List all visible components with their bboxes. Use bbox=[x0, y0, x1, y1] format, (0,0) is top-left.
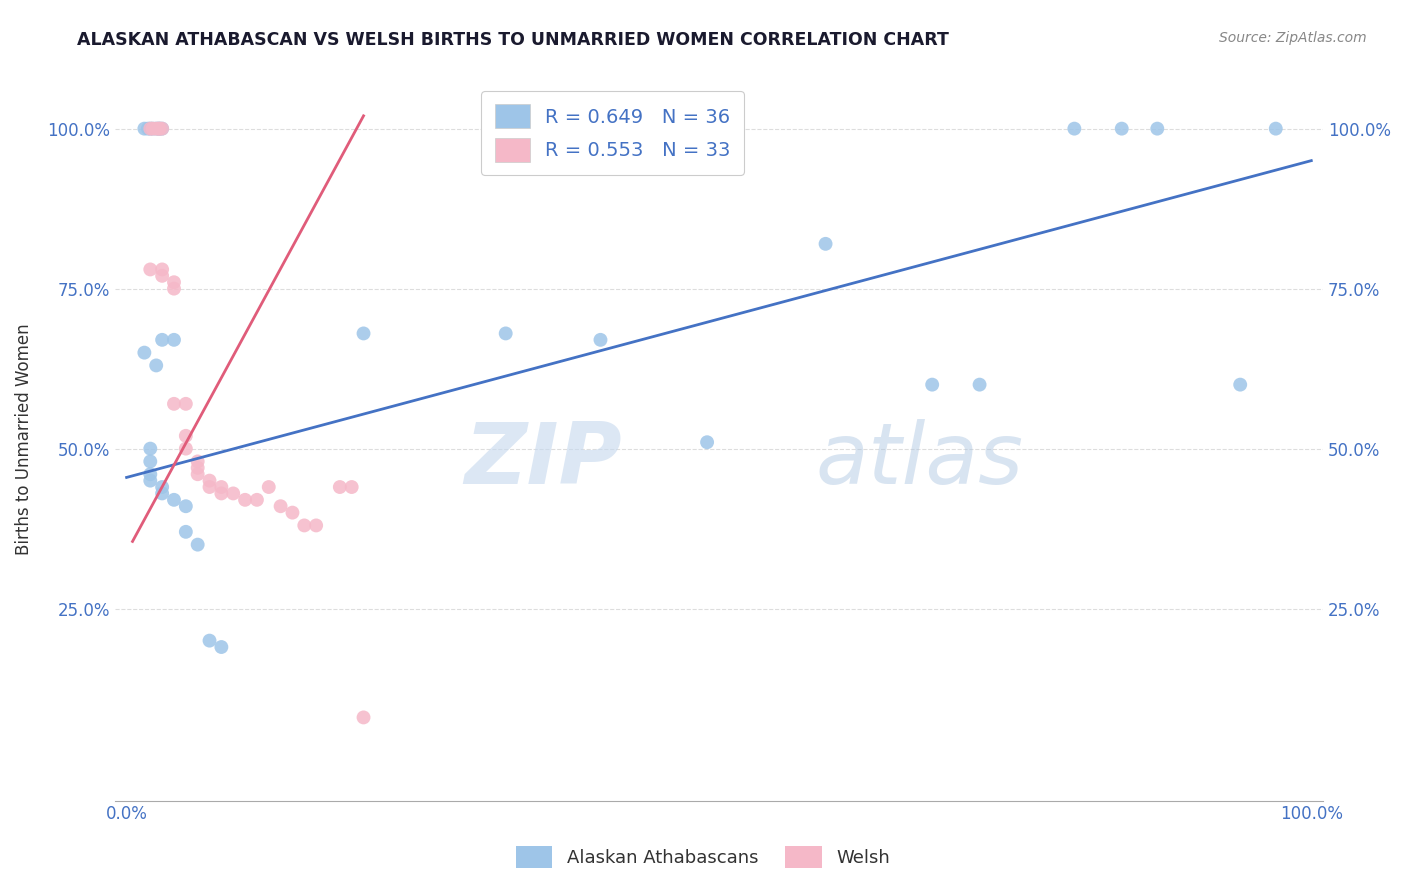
Text: ZIP: ZIP bbox=[464, 419, 623, 502]
Point bbox=[148, 121, 170, 136]
Point bbox=[150, 121, 173, 136]
Point bbox=[198, 474, 221, 488]
Point bbox=[1229, 377, 1251, 392]
Point bbox=[814, 236, 837, 251]
Point bbox=[142, 121, 165, 136]
Point bbox=[281, 506, 304, 520]
Point bbox=[139, 467, 162, 482]
Point bbox=[139, 454, 162, 468]
Point bbox=[163, 397, 186, 411]
Point bbox=[174, 442, 197, 456]
Point bbox=[198, 480, 221, 494]
Point bbox=[340, 480, 363, 494]
Point bbox=[187, 460, 209, 475]
Point bbox=[209, 640, 232, 654]
Point bbox=[1063, 121, 1085, 136]
Point bbox=[150, 262, 173, 277]
Point bbox=[495, 326, 517, 341]
Point bbox=[134, 345, 156, 359]
Point bbox=[174, 500, 197, 514]
Point bbox=[150, 333, 173, 347]
Point bbox=[353, 326, 375, 341]
Point bbox=[139, 121, 162, 136]
Point bbox=[163, 282, 186, 296]
Point bbox=[145, 121, 167, 136]
Point bbox=[969, 377, 991, 392]
Point bbox=[1264, 121, 1286, 136]
Text: atlas: atlas bbox=[815, 419, 1024, 502]
Point bbox=[150, 486, 173, 500]
Point bbox=[1111, 121, 1133, 136]
Point bbox=[209, 486, 232, 500]
Point bbox=[150, 268, 173, 283]
Point bbox=[921, 377, 943, 392]
Point bbox=[150, 480, 173, 494]
Point bbox=[150, 121, 173, 136]
Point bbox=[187, 538, 209, 552]
Y-axis label: Births to Unmarried Women: Births to Unmarried Women bbox=[15, 323, 32, 555]
Point bbox=[139, 474, 162, 488]
Point bbox=[187, 467, 209, 482]
Point bbox=[257, 480, 280, 494]
Point bbox=[174, 524, 197, 539]
Point bbox=[198, 633, 221, 648]
Point bbox=[222, 486, 245, 500]
Point bbox=[142, 121, 165, 136]
Point bbox=[589, 333, 612, 347]
Point bbox=[353, 710, 375, 724]
Point bbox=[148, 121, 170, 136]
Point bbox=[174, 397, 197, 411]
Point bbox=[145, 359, 167, 373]
Point bbox=[696, 435, 718, 450]
Legend: Alaskan Athabascans, Welsh: Alaskan Athabascans, Welsh bbox=[505, 835, 901, 879]
Point bbox=[163, 333, 186, 347]
Point bbox=[305, 518, 328, 533]
Point bbox=[149, 121, 172, 136]
Point bbox=[139, 262, 162, 277]
Point bbox=[246, 492, 269, 507]
Text: Source: ZipAtlas.com: Source: ZipAtlas.com bbox=[1219, 31, 1367, 45]
Point bbox=[329, 480, 352, 494]
Point bbox=[174, 429, 197, 443]
Point bbox=[1146, 121, 1168, 136]
Point bbox=[163, 492, 186, 507]
Point bbox=[187, 454, 209, 468]
Point bbox=[209, 480, 232, 494]
Text: ALASKAN ATHABASCAN VS WELSH BIRTHS TO UNMARRIED WOMEN CORRELATION CHART: ALASKAN ATHABASCAN VS WELSH BIRTHS TO UN… bbox=[77, 31, 949, 49]
Point bbox=[145, 121, 167, 136]
Point bbox=[163, 275, 186, 289]
Point bbox=[139, 442, 162, 456]
Point bbox=[149, 121, 172, 136]
Point bbox=[134, 121, 156, 136]
Point bbox=[139, 121, 162, 136]
Point bbox=[233, 492, 256, 507]
Point bbox=[270, 500, 292, 514]
Point bbox=[292, 518, 315, 533]
Legend: R = 0.649   N = 36, R = 0.553   N = 33: R = 0.649 N = 36, R = 0.553 N = 33 bbox=[481, 91, 744, 175]
Point bbox=[136, 121, 159, 136]
